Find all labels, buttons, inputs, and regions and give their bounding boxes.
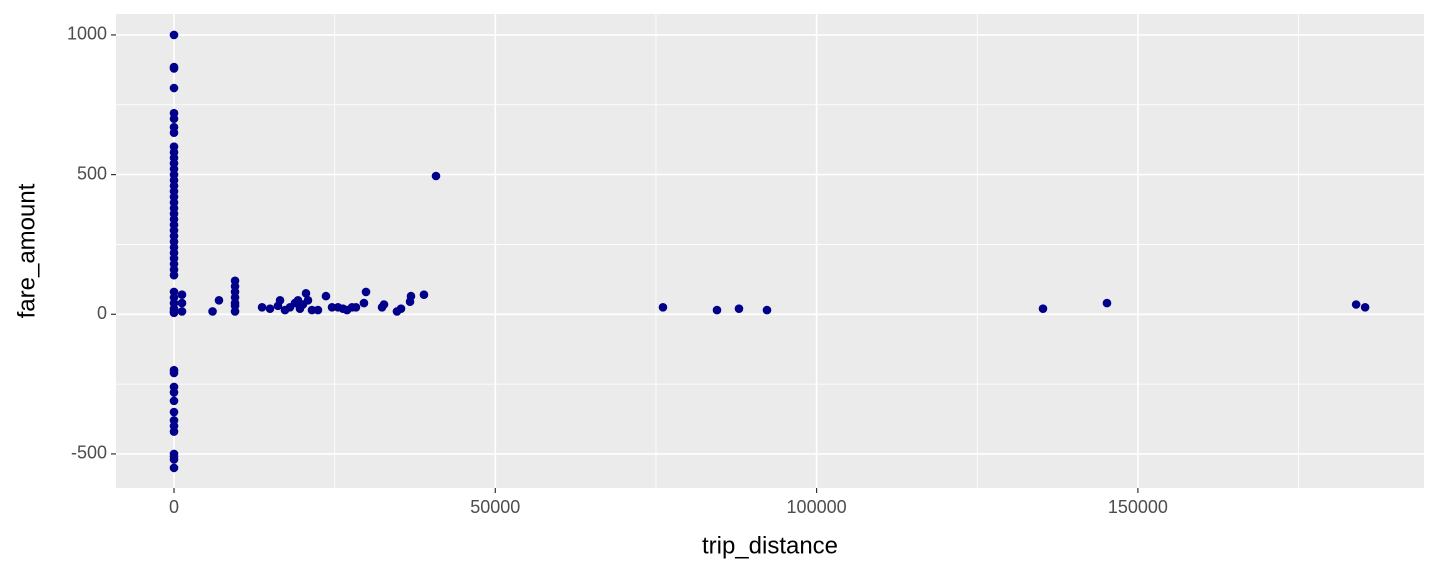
point (230, 307, 240, 316)
x-axis-title: trip_distance (702, 532, 838, 559)
point (169, 455, 179, 464)
point (431, 171, 441, 181)
x-tick-label: 100000 (787, 497, 847, 517)
point (265, 304, 275, 313)
x-tick-label: 150000 (1108, 497, 1168, 517)
point (301, 289, 311, 298)
grid (116, 14, 1424, 488)
point (396, 304, 406, 313)
point (169, 30, 179, 40)
point (359, 298, 369, 308)
point (1102, 298, 1112, 308)
point (177, 290, 187, 300)
point (169, 463, 179, 473)
point (169, 427, 179, 436)
point (361, 287, 371, 297)
point (303, 295, 313, 305)
point (351, 302, 361, 312)
y-tick-label: 1000 (67, 24, 107, 44)
point (307, 305, 317, 315)
point (762, 305, 772, 315)
points (169, 30, 1370, 473)
point (1038, 304, 1048, 313)
point (169, 270, 179, 280)
point (379, 300, 389, 309)
point (1351, 300, 1361, 309)
point (177, 307, 187, 316)
point (169, 407, 179, 417)
point (734, 304, 744, 313)
point (327, 302, 337, 312)
panel (116, 14, 1424, 488)
point (169, 64, 179, 73)
point (275, 295, 285, 305)
point (658, 302, 668, 312)
point (169, 388, 179, 397)
point (419, 290, 429, 300)
y-tick-label: -500 (71, 443, 107, 463)
y-axis-title: fare_amount (13, 183, 40, 318)
point (169, 83, 179, 93)
x-tick-label: 50000 (470, 497, 520, 517)
point (169, 396, 179, 406)
point (406, 291, 416, 301)
point (208, 307, 217, 316)
y-tick-label: 500 (77, 163, 107, 183)
point (169, 114, 179, 124)
point (1360, 302, 1370, 312)
point (177, 298, 187, 308)
point (257, 302, 267, 312)
y-tick-label: 0 (97, 303, 107, 323)
point (169, 308, 179, 318)
point (313, 305, 323, 315)
point (214, 295, 224, 305)
x-tick-label: 0 (169, 497, 179, 517)
point (321, 291, 331, 301)
point (169, 128, 179, 138)
point (712, 305, 722, 315)
point (169, 368, 179, 378)
